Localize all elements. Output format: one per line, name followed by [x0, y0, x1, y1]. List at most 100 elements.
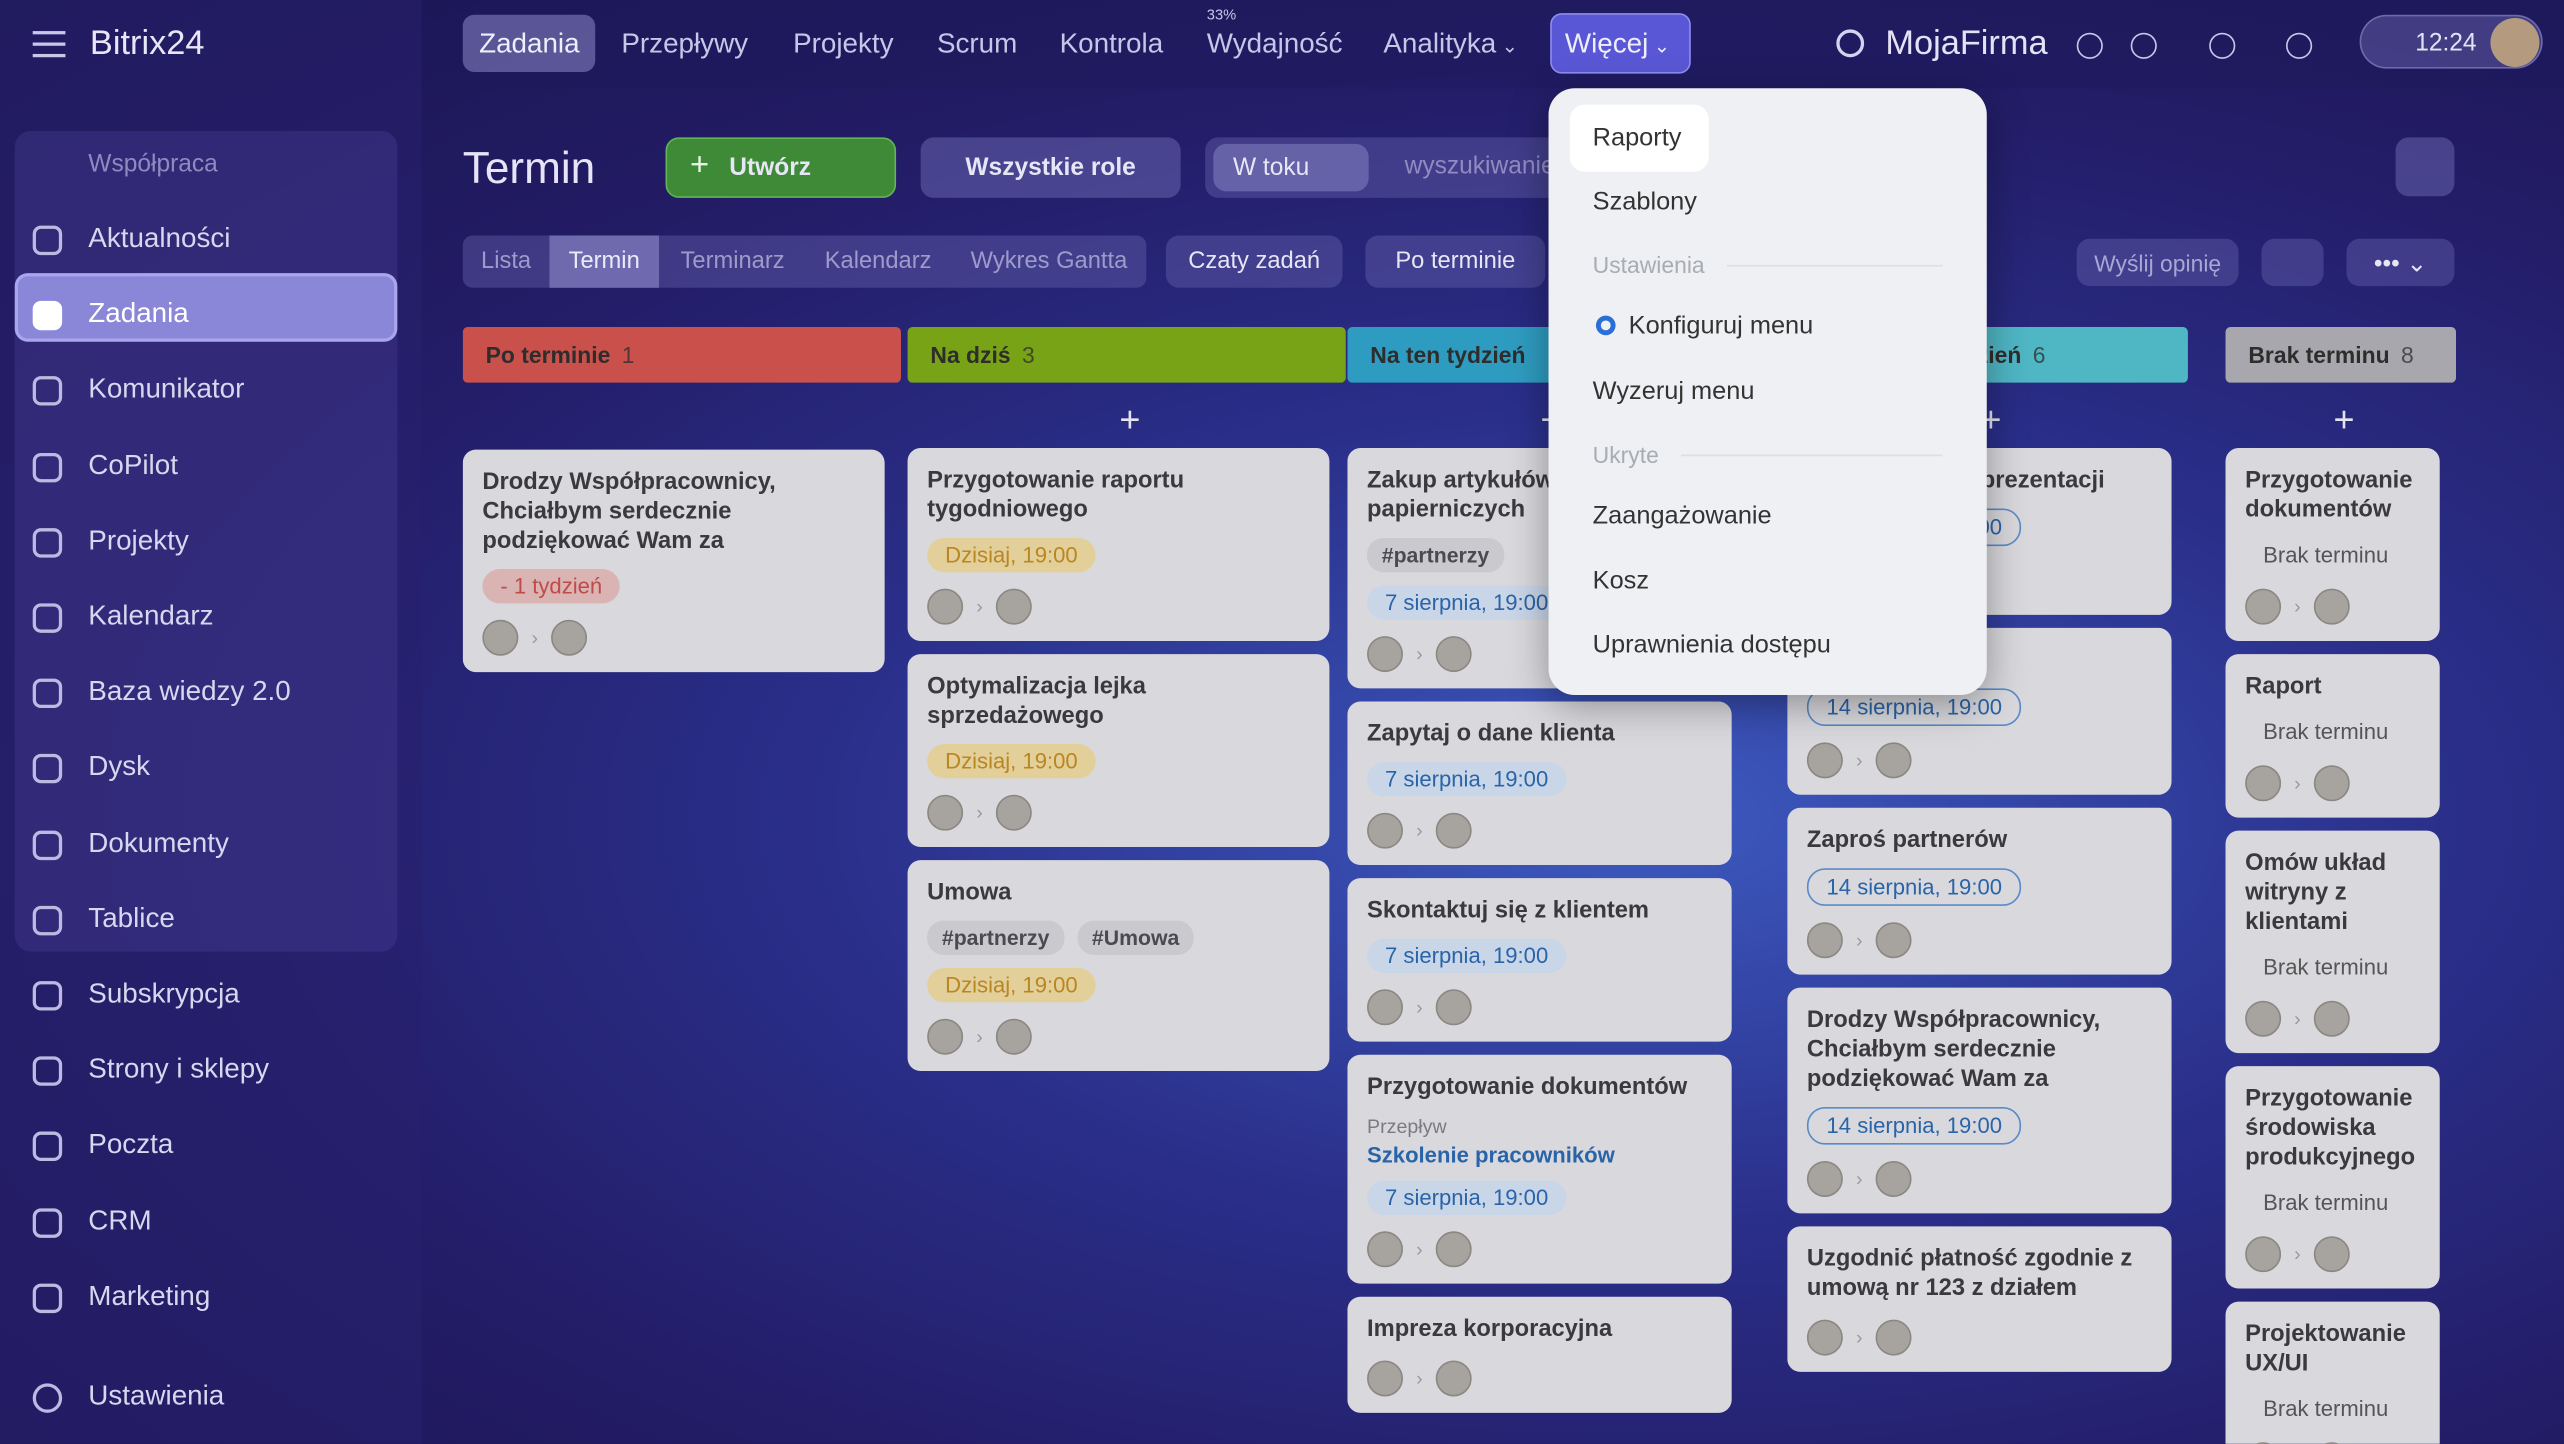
task-card[interactable]: Impreza korporacyjna › — [1347, 1296, 1732, 1413]
view-tab[interactable]: Lista — [481, 248, 532, 275]
deadline[interactable]: Brak terminu — [2263, 719, 2389, 745]
participants: › — [1806, 1319, 2152, 1356]
menu-item[interactable]: Szablony — [1592, 188, 1697, 216]
filter-tag[interactable]: W toku — [1213, 143, 1369, 192]
sidebar-item[interactable]: Kalendarz — [88, 600, 214, 632]
sidebar-item[interactable]: Strony i sklepy — [88, 1053, 270, 1085]
add-task[interactable]: + — [1119, 398, 1141, 440]
nav-item[interactable]: Kontrola — [1059, 27, 1164, 59]
robot-button[interactable] — [2261, 238, 2324, 287]
task-card[interactable]: Drodzy Współpracownicy, Chciałbym serdec… — [1787, 987, 2172, 1214]
deadline[interactable]: Brak terminu — [2263, 1396, 2389, 1421]
top-icon[interactable] — [2130, 32, 2157, 59]
view-tab[interactable]: Terminarz — [680, 248, 785, 275]
top-icon[interactable] — [2076, 32, 2103, 59]
add-task[interactable]: + — [2333, 398, 2355, 440]
sidebar-item[interactable]: Baza wiedzy 2.0 — [88, 675, 291, 707]
tag[interactable]: #partnerzy — [1367, 537, 1504, 573]
task-card[interactable]: Umowa #partnerzy #Umowa Dzisiaj, 19:00 › — [907, 860, 1330, 1072]
deadline[interactable]: - 1 tydzień — [482, 569, 621, 604]
sidebar-item[interactable]: Dysk — [88, 751, 151, 783]
settings-link[interactable]: Ustawienia — [88, 1380, 225, 1412]
task-card[interactable]: Omów układ witryny z klientami Brak termi… — [2225, 830, 2440, 1054]
task-card[interactable]: Zaproś partnerów 14 sierpnia, 19:00 › — [1787, 807, 2172, 975]
menu-item[interactable]: Zaangażowanie — [1592, 502, 1772, 530]
task-card[interactable]: Przygotowanie dokumentów Brak terminu › — [2225, 448, 2440, 641]
chats-button[interactable]: Czaty zadań — [1165, 235, 1343, 288]
sidebar-item[interactable]: Dokumenty — [88, 826, 229, 858]
task-card[interactable]: Optymalizacja lejka sprzedażowego Dzisiaj… — [907, 654, 1330, 848]
sidebar-item[interactable]: Projekty — [88, 524, 189, 556]
deadline[interactable]: 7 sierpnia, 19:00 — [1367, 1180, 1567, 1215]
task-card[interactable]: Uzgodnić płatność zgodnie z umową nr 123… — [1787, 1226, 2172, 1372]
deadline[interactable]: 7 sierpnia, 19:00 — [1367, 762, 1567, 797]
deadline[interactable]: 7 sierpnia, 19:00 — [1367, 585, 1567, 620]
nav-item[interactable]: Scrum — [936, 27, 1018, 59]
participants: › — [1367, 636, 1712, 673]
participants: › — [927, 794, 1310, 831]
tag[interactable]: #partnerzy — [927, 920, 1065, 955]
deadline[interactable]: Brak terminu — [2263, 1190, 2389, 1215]
deadline[interactable]: Dzisiaj, 19:00 — [927, 537, 1096, 573]
nav-item[interactable]: Przepływy — [621, 27, 749, 59]
deadline[interactable]: Brak terminu — [2263, 542, 2389, 568]
sidebar-item[interactable]: Zadania — [88, 297, 189, 329]
deadline[interactable]: Dzisiaj, 19:00 — [927, 744, 1096, 779]
deadline[interactable]: 7 sierpnia, 19:00 — [1367, 938, 1567, 973]
settings-button[interactable] — [2395, 137, 2455, 197]
view-tab[interactable]: Wykres Gantta — [970, 248, 1128, 275]
task-card[interactable]: Przygotowanie raportu tygodniowego Dzisia… — [907, 448, 1330, 641]
menu-item[interactable]: Uprawnienia dostępu — [1592, 631, 1831, 659]
sidebar-item[interactable]: Subskrypcja — [88, 977, 240, 1009]
top-icon[interactable] — [2286, 32, 2313, 59]
nav-item[interactable]: Wydajność — [1206, 27, 1343, 59]
nav-item[interactable]: Więcej ⌄ — [1564, 27, 1671, 59]
nav-item[interactable]: Zadania — [479, 27, 580, 59]
deadline[interactable]: 14 sierpnia, 19:00 — [1806, 1107, 2022, 1145]
nav-item[interactable]: Analityka ⌄ — [1383, 27, 1519, 59]
search-input[interactable]: wyszukiwanie — [1404, 152, 1555, 180]
menu-icon[interactable] — [32, 31, 66, 58]
menu-item[interactable]: Konfiguruj menu — [1628, 312, 1814, 341]
task-card[interactable]: Projektowanie UX/UI Brak terminu › — [2225, 1301, 2440, 1444]
section-title[interactable]: Współpraca — [88, 150, 218, 179]
deadline[interactable]: 14 sierpnia, 19:00 — [1806, 868, 2022, 906]
overdue-filter[interactable]: Po terminie — [1365, 235, 1546, 288]
tag[interactable]: #Umowa — [1077, 920, 1195, 955]
deadline-wrap: Dzisiaj, 19:00 — [927, 525, 1310, 573]
search-icon[interactable] — [1836, 29, 1865, 58]
avatar — [927, 1018, 964, 1055]
sidebar-item[interactable]: Marketing — [88, 1280, 211, 1312]
sidebar-item[interactable]: Aktualności — [88, 222, 231, 254]
task-card[interactable]: Drodzy Współpracownicy, Chciałbym serdec… — [462, 449, 885, 673]
sidebar-item[interactable]: Tablice — [88, 902, 175, 934]
nav-item[interactable]: Projekty — [793, 27, 894, 59]
menu-item[interactable]: Raporty — [1592, 124, 1682, 153]
flow-name[interactable]: Szkolenie pracowników — [1367, 1143, 1615, 1168]
menu-item[interactable]: Wyzeruj menu — [1592, 377, 1755, 406]
sidebar-item[interactable]: Poczta — [88, 1128, 174, 1160]
top-icon[interactable] — [2209, 32, 2236, 59]
avatar — [995, 794, 1032, 831]
sidebar-item[interactable]: CoPilot — [88, 449, 178, 481]
company-name[interactable]: MojaFirma — [1885, 24, 2048, 63]
create-button[interactable]: Utwórz — [665, 137, 897, 198]
menu-item[interactable]: Kosz — [1592, 567, 1650, 596]
task-card[interactable]: Przygotowanie środowiska produkcyjnego Br… — [2225, 1066, 2440, 1289]
sidebar-item[interactable]: Komunikator — [88, 373, 245, 405]
more-button[interactable]: ••• ⌄ — [2346, 238, 2455, 287]
view-tab[interactable]: Termin — [549, 235, 659, 288]
sidebar-item[interactable]: CRM — [88, 1204, 152, 1236]
task-title: Uzgodnić płatność zgodnie z umową nr 123… — [1806, 1246, 2133, 1302]
roles-dropdown[interactable]: Wszystkie role — [920, 137, 1181, 198]
deadline[interactable]: Dzisiaj, 19:00 — [927, 968, 1096, 1003]
deadline-wrap: 7 sierpnia, 19:00 — [1367, 572, 1712, 620]
task-card[interactable]: Raport Brak terminu › — [2225, 654, 2440, 818]
view-tab[interactable]: Kalendarz — [824, 248, 932, 275]
deadline[interactable]: Brak terminu — [2263, 954, 2389, 980]
task-card[interactable]: Skontaktuj się z klientem 7 sierpnia, 19:… — [1347, 878, 1732, 1042]
user-avatar[interactable] — [2490, 17, 2540, 68]
task-card[interactable]: Zapytaj o dane klienta 7 sierpnia, 19:00 › — [1347, 701, 1732, 866]
task-card[interactable]: Przygotowanie dokumentów Przepływ Szkoleni… — [1347, 1054, 1732, 1284]
feedback-button[interactable]: Wyślij opinię — [2076, 238, 2239, 287]
